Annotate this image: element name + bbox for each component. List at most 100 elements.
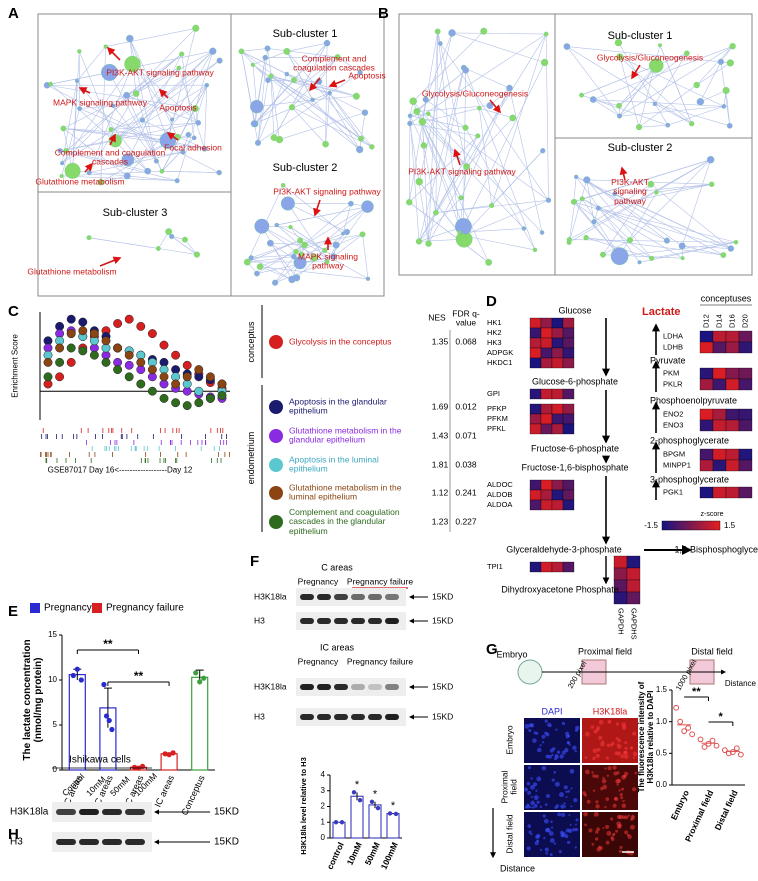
micrograph-texture bbox=[596, 827, 600, 832]
y-tick-label: 15 bbox=[48, 630, 57, 639]
network-node bbox=[64, 162, 81, 179]
micrograph-texture bbox=[530, 777, 533, 780]
size-label: 15KD bbox=[214, 837, 239, 848]
network-edge bbox=[569, 159, 711, 240]
micrograph-texture bbox=[528, 830, 532, 834]
network-edge bbox=[576, 176, 724, 256]
es-point bbox=[159, 393, 169, 403]
network-node bbox=[727, 245, 735, 252]
band bbox=[368, 684, 382, 690]
data-point bbox=[721, 747, 728, 754]
micrograph-texture bbox=[629, 746, 633, 750]
network-node bbox=[322, 140, 329, 148]
heatmap-cell bbox=[725, 341, 740, 354]
network-edge bbox=[252, 51, 287, 66]
x-tick-label: Embryo bbox=[669, 789, 691, 822]
network-node bbox=[721, 104, 727, 109]
network-edge bbox=[598, 184, 712, 209]
network-node bbox=[647, 180, 655, 188]
heatmap-cell bbox=[738, 378, 753, 391]
micrograph-texture bbox=[630, 817, 634, 821]
micrograph-texture bbox=[619, 845, 623, 850]
heatmap-cell bbox=[562, 388, 575, 400]
pathway-label: MAPK signaling pathway bbox=[52, 97, 148, 108]
network-node bbox=[293, 248, 299, 255]
network-edge bbox=[257, 48, 268, 143]
band bbox=[300, 594, 314, 600]
heatmap-cell bbox=[712, 367, 727, 380]
network-edge bbox=[257, 72, 361, 144]
heatmap-cell bbox=[699, 459, 714, 472]
heatmap-cell bbox=[712, 486, 727, 499]
heatmap-cell bbox=[529, 479, 542, 491]
es-point bbox=[66, 314, 76, 324]
network-node bbox=[706, 155, 715, 164]
network-node bbox=[434, 28, 441, 35]
network-edge bbox=[466, 117, 513, 167]
heatmap-cell bbox=[699, 408, 714, 421]
micrograph-texture bbox=[533, 795, 539, 801]
network-edge bbox=[416, 111, 464, 227]
network-edge bbox=[251, 257, 293, 280]
embryo-icon bbox=[517, 659, 543, 685]
significance: * bbox=[355, 779, 360, 791]
micrograph-texture bbox=[602, 784, 608, 790]
micrograph-texture bbox=[619, 793, 623, 797]
micrograph-texture bbox=[530, 832, 533, 836]
network-node bbox=[250, 62, 255, 67]
network-node bbox=[649, 58, 664, 73]
arrow bbox=[78, 87, 91, 95]
heatmap-cell bbox=[738, 486, 753, 499]
gene-label: ENO3 bbox=[663, 420, 683, 429]
data-point bbox=[166, 752, 172, 758]
data-point bbox=[689, 731, 696, 738]
micrograph-texture bbox=[591, 842, 595, 846]
network-node bbox=[457, 230, 462, 235]
micrograph-texture bbox=[584, 731, 590, 737]
network-node bbox=[729, 43, 736, 50]
network-node bbox=[463, 163, 470, 170]
network-edge bbox=[337, 56, 361, 73]
es-point bbox=[194, 398, 204, 408]
micrograph-texture bbox=[549, 724, 552, 728]
network-edge bbox=[276, 224, 315, 258]
group-label: endometrium bbox=[246, 431, 257, 485]
network-node bbox=[684, 50, 690, 57]
es-point bbox=[124, 372, 134, 382]
network-edge bbox=[639, 241, 737, 263]
band bbox=[351, 684, 365, 690]
nes-value: 1.81 bbox=[432, 459, 449, 469]
micrograph-texture bbox=[631, 814, 635, 818]
heatmap-cell bbox=[738, 419, 753, 432]
network-edge bbox=[545, 34, 549, 201]
micrograph-texture bbox=[598, 719, 604, 725]
metabolite: Lactate bbox=[642, 306, 681, 318]
network-node bbox=[108, 134, 122, 148]
network-edge bbox=[60, 150, 178, 181]
network-edge bbox=[312, 99, 360, 150]
network-edge bbox=[46, 84, 220, 173]
micrograph-texture bbox=[569, 768, 575, 774]
fdr-value: 0.038 bbox=[455, 459, 477, 469]
heatmap-cell bbox=[540, 347, 553, 359]
heatmap-cell bbox=[562, 413, 575, 425]
micrograph-texture bbox=[615, 778, 620, 784]
micrograph-texture bbox=[616, 751, 622, 756]
network-node bbox=[254, 139, 261, 146]
micrograph-texture bbox=[560, 812, 566, 818]
network-node bbox=[216, 169, 222, 176]
network-node bbox=[614, 39, 623, 47]
es-point bbox=[205, 393, 215, 403]
micrograph-texture bbox=[566, 840, 571, 845]
heatmap-cell bbox=[551, 388, 564, 400]
network-node bbox=[420, 142, 428, 149]
band bbox=[317, 684, 331, 690]
es-point bbox=[194, 386, 204, 396]
heatmap-cell bbox=[540, 327, 553, 339]
y-tick-label: 0.5 bbox=[656, 748, 668, 757]
micrograph-texture bbox=[570, 787, 573, 790]
heatmap-cell bbox=[529, 357, 542, 369]
panel-letter: D bbox=[486, 293, 497, 310]
es-point bbox=[171, 350, 181, 360]
